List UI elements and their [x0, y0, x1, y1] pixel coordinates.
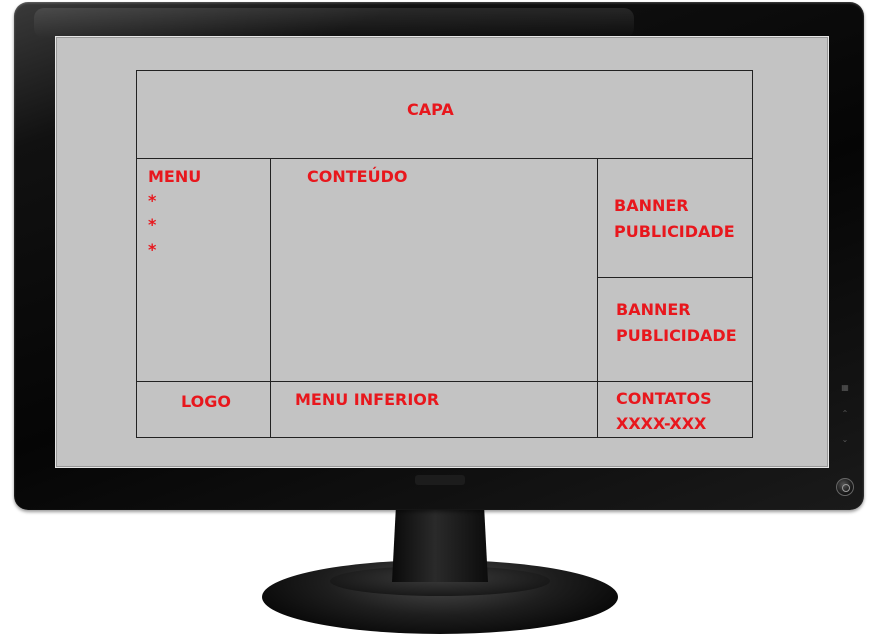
footer-menu-label: MENU INFERIOR	[295, 390, 440, 409]
menu-item: *	[148, 215, 157, 234]
content-label: CONTEÚDO	[307, 167, 408, 186]
menu-item: *	[148, 191, 157, 210]
contatos-value: XXXX-XXX	[616, 414, 707, 433]
content-banner-divider	[597, 158, 598, 437]
header-label: CAPA	[407, 100, 454, 119]
up-chevron-icon[interactable]: ⌃	[841, 409, 849, 418]
banner-line2: PUBLICIDADE	[616, 326, 737, 345]
monitor-screen	[55, 36, 829, 468]
header-divider	[137, 158, 752, 159]
banner-line1: BANNER	[616, 300, 691, 319]
bezel-gloss	[34, 8, 634, 38]
banner-bottom: BANNER PUBLICIDADE	[598, 278, 752, 381]
monitor-neck	[392, 508, 488, 582]
menu-item: *	[148, 240, 157, 259]
banner-line1: BANNER	[614, 196, 689, 215]
menu-content-divider	[270, 158, 271, 437]
footer-contatos-region: CONTATOS XXXX-XXX	[598, 382, 752, 437]
header-region: CAPA	[137, 71, 752, 158]
footer-menu-region: MENU INFERIOR	[271, 382, 597, 437]
monitor-brand-mark	[415, 475, 465, 485]
power-icon[interactable]	[836, 478, 854, 496]
menu-title: MENU	[148, 167, 202, 186]
wireframe-layout: CAPA MENU * * * CONTEÚDO BANNER PUBLICID…	[136, 70, 753, 438]
contatos-title: CONTATOS	[616, 389, 712, 408]
content-region: CONTEÚDO	[271, 159, 597, 381]
footer-logo-region: LOGO	[137, 382, 270, 437]
menu-icon[interactable]: ▦	[841, 383, 849, 392]
banner-divider	[598, 277, 752, 278]
footer-divider	[137, 381, 752, 382]
banner-top: BANNER PUBLICIDADE	[598, 159, 752, 277]
banner-line2: PUBLICIDADE	[614, 222, 735, 241]
down-chevron-icon[interactable]: ⌄	[841, 435, 849, 444]
menu-region: MENU * * *	[137, 159, 270, 381]
footer-logo-label: LOGO	[181, 392, 231, 411]
